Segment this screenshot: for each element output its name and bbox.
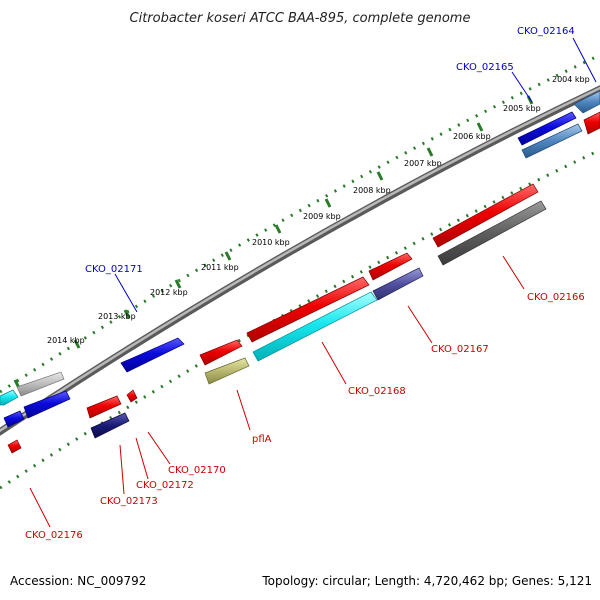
kbp-label-2010: 2010 kbp [252,238,290,247]
gene-arrow-cko_02164[interactable] [573,90,600,114]
gene-label-cko_02172[interactable]: CKO_02172 [136,480,194,491]
gene-arrow-fwd-blue-3[interactable] [3,410,25,428]
kbp-label-2008: 2008 kbp [353,186,391,195]
accession-text: Accession: NC_009792 [10,574,146,588]
map-title: Citrobacter koseri ATCC BAA-895, complet… [130,11,471,26]
topology-text: Topology: circular; Length: 4,720,462 bp… [261,574,592,588]
gene-label-pflA[interactable]: pflA [252,434,272,445]
gene-arrow-cko_02176[interactable] [7,439,22,454]
gene-label-cko_02164[interactable]: CKO_02164 [517,26,575,37]
gene-label-cko_02173[interactable]: CKO_02173 [100,496,158,507]
genome-backbone [0,85,600,436]
gene-arrow-pflA[interactable] [199,339,243,366]
kbp-label-2014: 2014 kbp [47,336,85,345]
kbp-label-2013: 2013 kbp [98,312,136,321]
gene-label-cko_02171[interactable]: CKO_02171 [85,264,143,275]
gene-label-cko_02176[interactable]: CKO_02176 [25,530,83,541]
kbp-labels: 2014 kbp 2013 kbp 2012 kbp 2011 kbp 2010… [47,75,590,345]
gene-arrow-cko_02170[interactable] [86,395,122,419]
gene-labels: CKO_02164 CKO_02165 CKO_02166 CKO_02167 … [25,26,585,541]
gene-arrow-cko_02166-cog[interactable] [437,200,547,266]
gene-arrow-cko_02168-cog[interactable] [252,291,378,362]
reverse-strand-outer [7,183,539,454]
kbp-label-2006: 2006 kbp [453,132,491,141]
gene-arrow-cko_02165-cog[interactable] [521,123,583,159]
gene-arrow-cko_02166[interactable] [432,183,539,248]
gene-arrow-cko_02172[interactable] [126,389,138,403]
kbp-label-2012: 2012 kbp [150,288,188,297]
gene-label-cko_02167[interactable]: CKO_02167 [431,344,489,355]
gene-label-cko_02165[interactable]: CKO_02165 [456,62,514,73]
gene-arrow-fwd-cyan[interactable] [0,389,19,406]
forward-strand [0,90,600,406]
kbp-label-2011: 2011 kbp [201,263,239,272]
kbp-label-2005: 2005 kbp [503,104,541,113]
gene-arrow-cko_02165[interactable] [517,111,577,146]
leader-lines [29,37,597,528]
gene-arrow-pflA-cog[interactable] [204,357,250,385]
gene-arrow-cko_02168[interactable] [246,276,370,343]
gene-arrow-cko_02170-cog[interactable] [90,412,130,439]
gene-arrow-cko_02167-cog[interactable] [372,267,424,301]
gene-arrow-fwd-gray[interactable] [16,371,65,397]
kbp-label-2009: 2009 kbp [303,212,341,221]
kbp-label-2007: 2007 kbp [404,159,442,168]
kbp-label-2004: 2004 kbp [552,75,590,84]
gene-arrow-fwd-blue-2[interactable] [23,390,71,419]
gene-label-cko_02170[interactable]: CKO_02170 [168,465,226,476]
reverse-strand-inner [3,111,600,439]
gene-arrow-cko_02171[interactable] [120,337,185,373]
gene-label-cko_02168[interactable]: CKO_02168 [348,386,406,397]
gene-label-cko_02166[interactable]: CKO_02166 [527,292,585,303]
gene-arrow-cko_02167[interactable] [368,252,413,281]
gene-arrow-cko_02164-cog[interactable] [583,111,600,135]
